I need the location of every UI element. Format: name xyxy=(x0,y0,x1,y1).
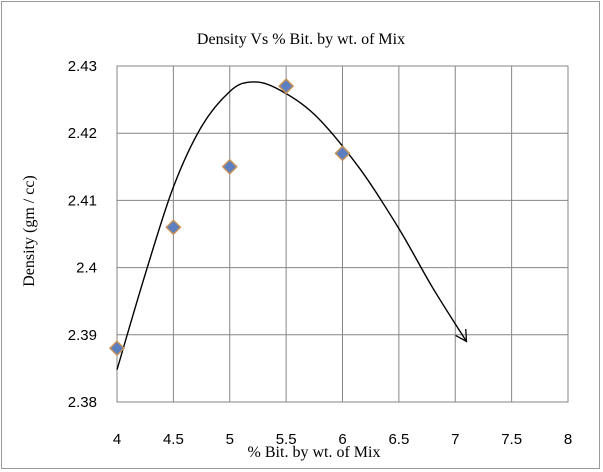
trend-curve xyxy=(116,81,468,370)
x-tick-label: 4 xyxy=(113,431,121,448)
x-tick-label: 6.5 xyxy=(388,431,409,448)
x-tick-label: 6 xyxy=(338,431,346,448)
y-tick-label: 2.4 xyxy=(76,260,97,277)
y-tick-label: 2.42 xyxy=(68,125,97,142)
data-points xyxy=(108,78,351,357)
y-axis-title: Density (gm / cc) xyxy=(21,175,38,287)
chart-title: Density Vs % Bit. by wt. of Mix xyxy=(197,31,405,48)
data-point-marker xyxy=(334,145,351,162)
x-tick-label: 8 xyxy=(564,431,572,448)
x-tick-label: 5.5 xyxy=(276,431,297,448)
x-axis-ticks: 4 4.5 5 5.5 6 6.5 7 7.5 8 xyxy=(113,431,572,448)
y-axis-ticks: 2.38 2.39 2.4 2.41 2.42 2.43 xyxy=(68,58,97,411)
x-axis-title: % Bit. by wt. of Mix xyxy=(248,444,381,461)
y-tick-label: 2.43 xyxy=(68,58,97,75)
x-tick-label: 7 xyxy=(451,431,459,448)
y-tick-label: 2.38 xyxy=(68,394,97,411)
data-point-marker xyxy=(278,78,295,95)
x-tick-label: 4.5 xyxy=(163,431,184,448)
x-tick-label: 5 xyxy=(226,431,234,448)
data-point-marker xyxy=(165,219,182,236)
y-tick-label: 2.41 xyxy=(68,192,97,209)
y-tick-label: 2.39 xyxy=(68,327,97,344)
gridlines xyxy=(117,66,568,402)
data-point-marker xyxy=(108,340,126,357)
data-point-marker xyxy=(221,158,238,175)
x-tick-label: 7.5 xyxy=(501,431,522,448)
